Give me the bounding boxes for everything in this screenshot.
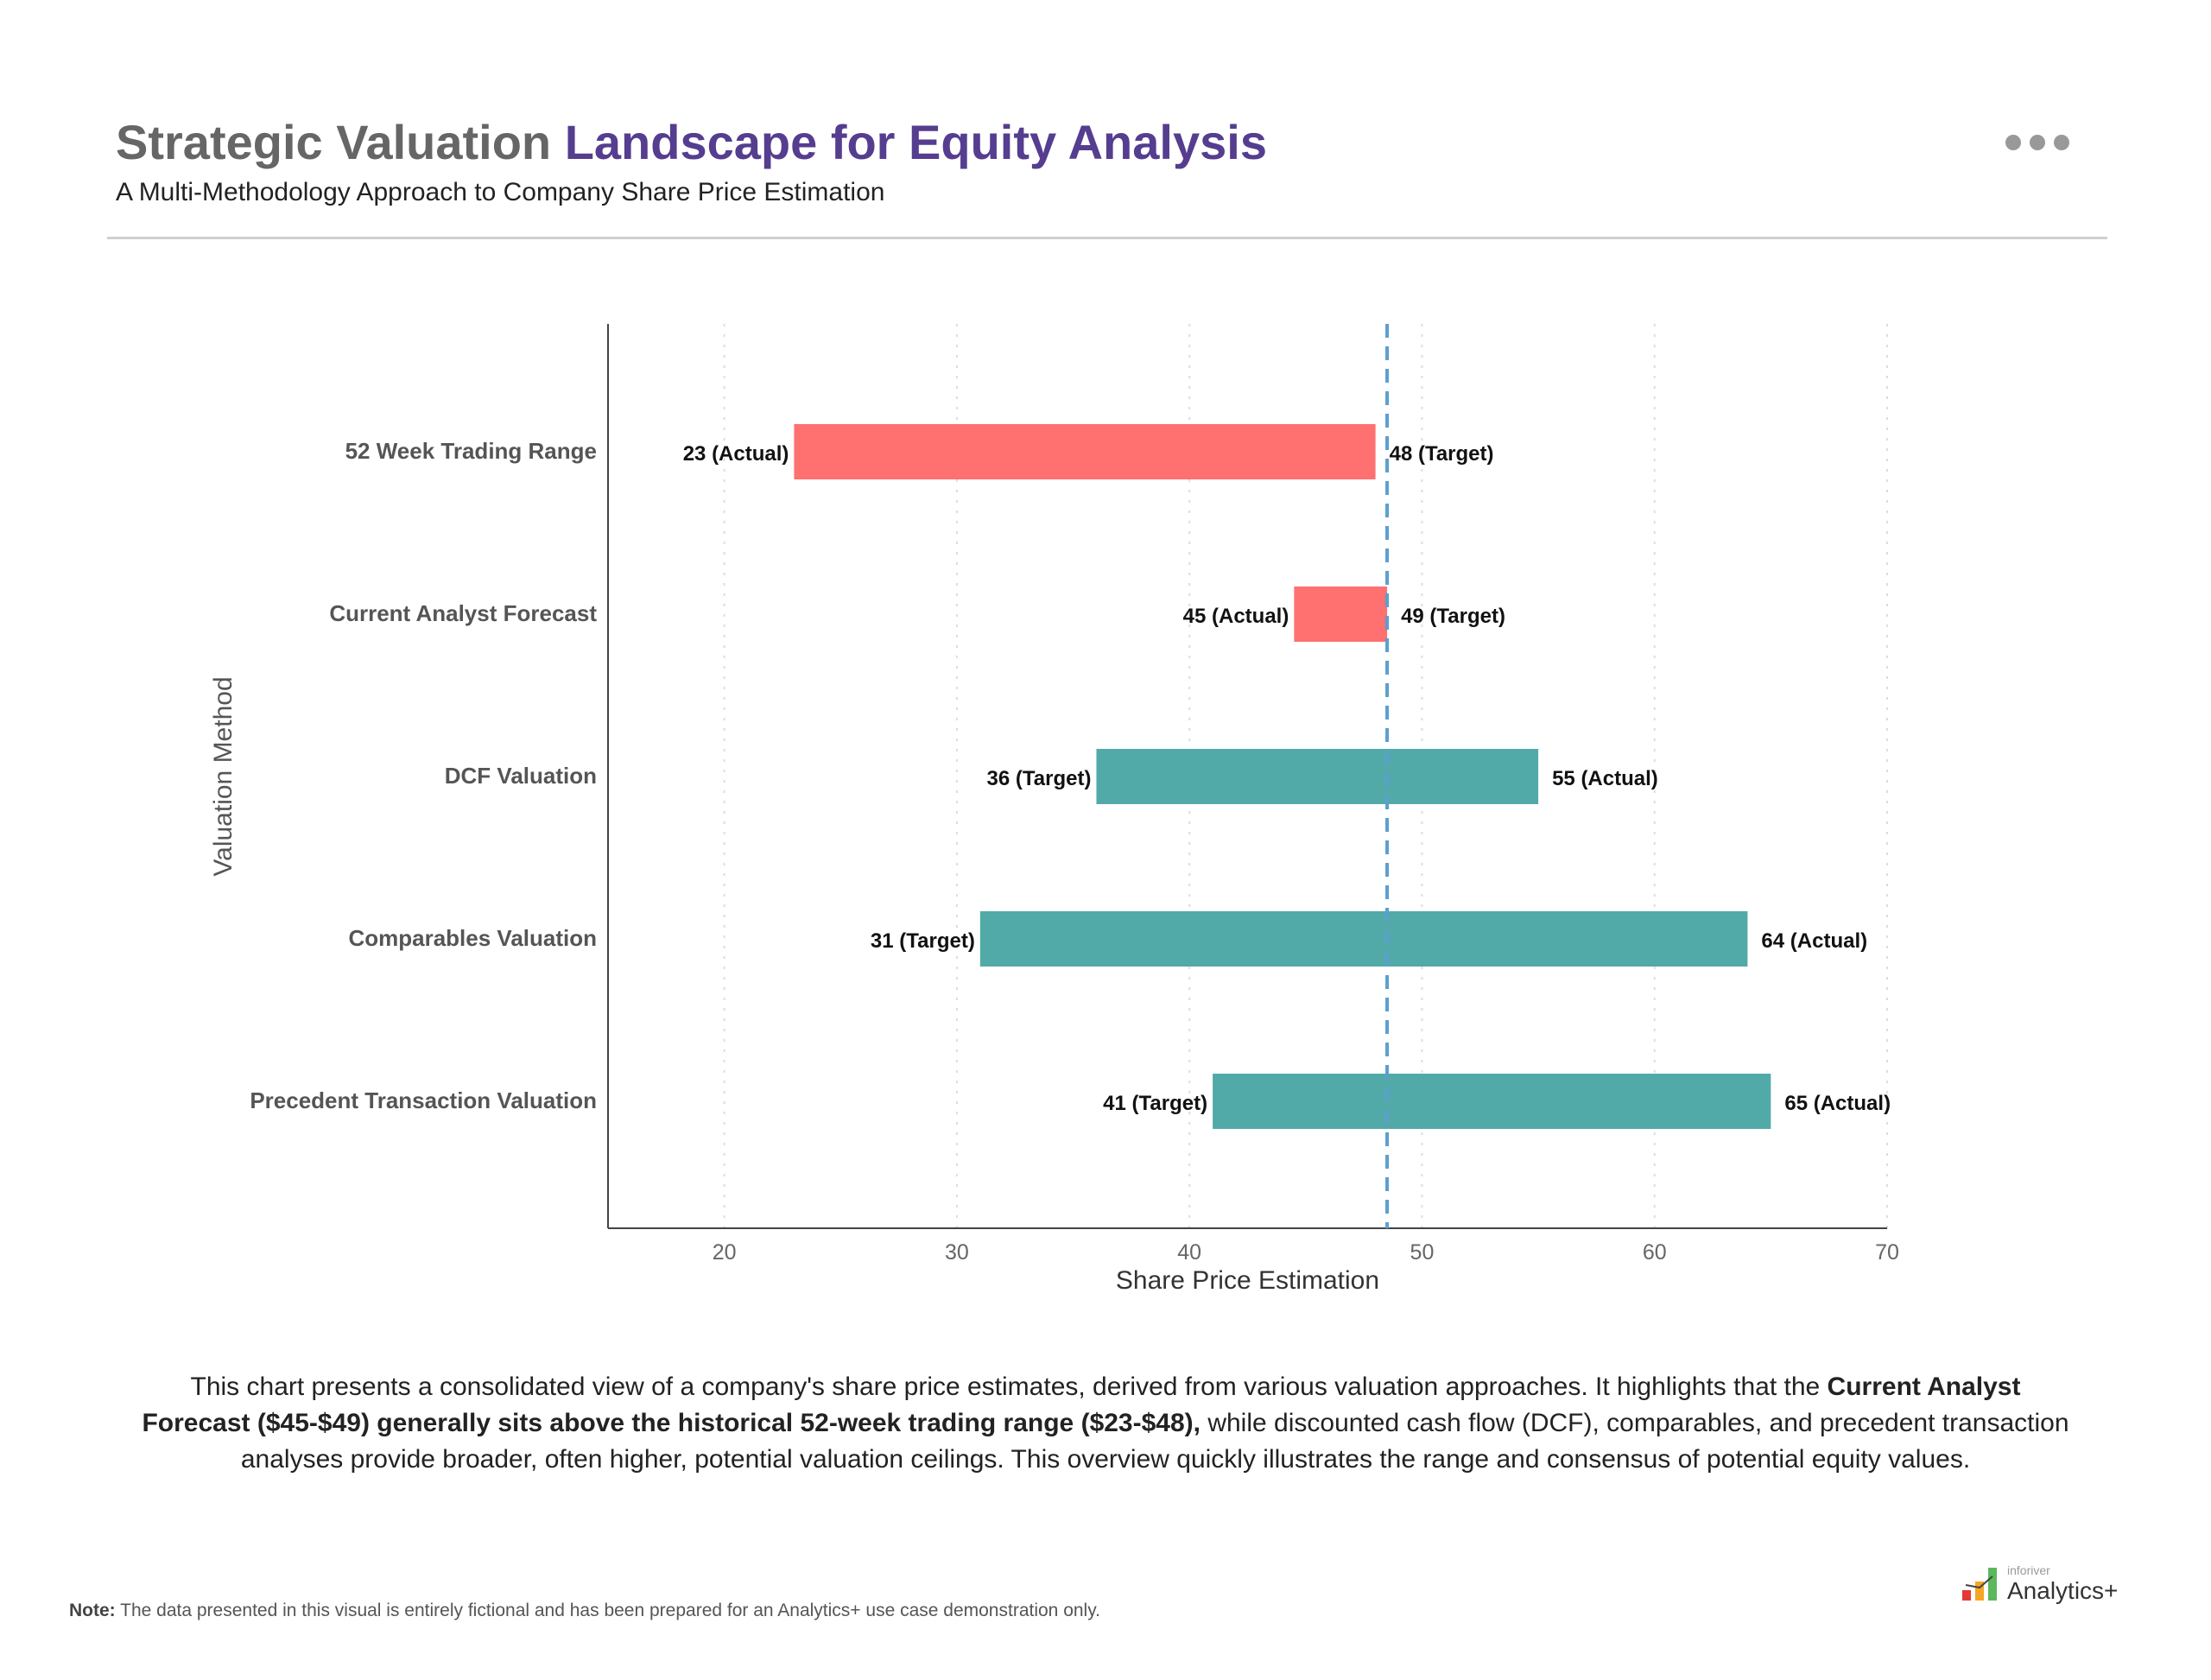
bar-start-label: 45 (Actual)	[1183, 605, 1289, 628]
range-bar	[1213, 1074, 1771, 1129]
svg-text:Analytics+: Analytics+	[2007, 1577, 2118, 1604]
category-label: Current Analyst Forecast	[329, 600, 597, 626]
bar-start-label: 31 (Target)	[871, 929, 975, 953]
x-tick-label: 40	[1177, 1240, 1201, 1265]
category-label: Precedent Transaction Valuation	[250, 1087, 597, 1113]
bar-end-label: 65 (Actual)	[1784, 1092, 1891, 1115]
description-text-2: while discounted cash flow (DCF), compar…	[240, 1409, 2069, 1474]
header-divider	[107, 237, 2107, 239]
category-label: Comparables Valuation	[348, 925, 597, 951]
description-highlight: Current Analyst Forecast ($45-$49) gener…	[142, 1373, 2021, 1437]
bar-start-label: 41 (Target)	[1103, 1092, 1207, 1115]
range-bar	[794, 424, 1376, 479]
range-bar	[1096, 749, 1539, 804]
svg-text:inforiver: inforiver	[2007, 1563, 2050, 1577]
x-tick-label: 50	[1410, 1240, 1435, 1265]
more-horizontal-icon[interactable]	[2005, 135, 2069, 150]
range-bar	[1294, 586, 1388, 642]
x-tick-label: 60	[1643, 1240, 1667, 1265]
analytics-plus-logo: inforiver Analytics+	[1962, 1563, 2118, 1604]
x-tick-label: 30	[945, 1240, 969, 1265]
x-tick-label: 70	[1875, 1240, 1899, 1265]
range-bar-chart: 20 30 40 50 60 70 Share Price Estimation Valuat…	[209, 324, 1899, 1295]
note-text: The data presented in this visual is ent…	[115, 1601, 1100, 1620]
bar-end-label: 49 (Target)	[1401, 605, 1505, 628]
title-part-2: Landscape for Equity Analysis	[564, 115, 1267, 169]
bar-start-label: 23 (Actual)	[683, 442, 789, 466]
title-part-1: Strategic Valuation	[116, 115, 552, 169]
page-title: Strategic Valuation Landscape for Equity…	[116, 114, 1267, 170]
x-tick-label: 20	[713, 1240, 737, 1265]
range-bar	[979, 911, 1748, 967]
bar-end-label: 64 (Actual)	[1761, 929, 1867, 953]
footnote: Note: The data presented in this visual …	[69, 1601, 1100, 1621]
page-subtitle: A Multi-Methodology Approach to Company …	[116, 178, 885, 206]
x-axis-title: Share Price Estimation	[1116, 1266, 1379, 1295]
bar-end-label: 55 (Actual)	[1552, 767, 1658, 790]
note-label: Note:	[69, 1601, 116, 1620]
chart-description: This chart presents a consolidated view …	[138, 1369, 2073, 1478]
bar-start-label: 36 (Target)	[987, 767, 1092, 790]
category-label: 52 Week Trading Range	[345, 438, 597, 464]
bar-end-label: 48 (Target)	[1390, 442, 1494, 466]
y-axis-title: Valuation Method	[209, 676, 238, 876]
description-text: This chart presents a consolidated view …	[190, 1373, 1828, 1401]
category-label: DCF Valuation	[445, 763, 597, 789]
